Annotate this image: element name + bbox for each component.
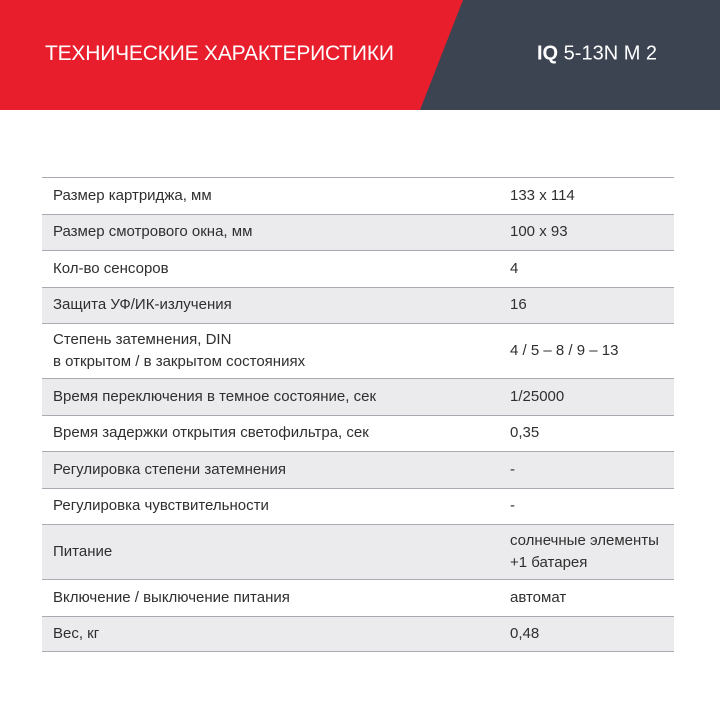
spec-table: Размер картриджа, мм 133 х 114 Размер см… [42, 177, 674, 652]
header-banner: ТЕХНИЧЕСКИЕ ХАРАКТЕРИСТИКИ IQ 5-13N M 2 [0, 0, 720, 110]
spec-label: Размер картриджа, мм [53, 186, 212, 204]
model-name: IQ 5-13N M 2 [537, 43, 657, 66]
spec-label: Включение / выключение питания [53, 588, 290, 606]
spec-label: Размер смотрового окна, мм [53, 223, 253, 241]
spec-value: 4 / 5 – 8 / 9 – 13 [510, 342, 619, 359]
spec-label: Время задержки открытия светофильтра, се… [53, 424, 369, 442]
spec-label: Регулировка степени затемнения [53, 460, 287, 478]
spec-row: Включение / выключение питания автомат [42, 579, 674, 616]
spec-row: Время переключения в темное состояние, с… [42, 378, 674, 415]
spec-value: 0,48 [510, 624, 540, 642]
spec-value: 133 х 114 [510, 186, 575, 204]
spec-value: 0,35 [510, 424, 540, 442]
spec-label: Регулировка чувствительности [53, 497, 269, 515]
model-name-number: 5-13N M 2 [558, 42, 658, 65]
spec-label: Защита УФ/ИК-излучения [53, 296, 232, 314]
spec-row: Время задержки открытия светофильтра, се… [42, 414, 674, 451]
spec-row: Защита УФ/ИК-излучения 16 [42, 286, 674, 323]
spec-row: Регулировка чувствительности - [42, 487, 674, 524]
spec-row: Степень затемнения, DIN в открытом / в з… [42, 323, 674, 378]
spec-value: - [510, 497, 515, 515]
spec-value: солнечные элементы +1 батарея [510, 532, 659, 571]
spec-value: 1/25000 [510, 387, 565, 405]
spec-value: автомат [510, 588, 567, 606]
page-title: ТЕХНИЧЕСКИЕ ХАРАКТЕРИСТИКИ [45, 42, 394, 66]
model-name-brand: IQ [537, 42, 559, 65]
spec-row: Вес, кг 0,48 [42, 615, 674, 652]
spec-label: Кол-во сенсоров [53, 259, 169, 277]
spec-row: Регулировка степени затемнения - [42, 451, 674, 488]
spec-row: Питание солнечные элементы +1 батарея [42, 524, 674, 579]
spec-row: Размер картриджа, мм 133 х 114 [42, 177, 674, 214]
spec-row: Кол-во сенсоров 4 [42, 250, 674, 287]
spec-value: - [510, 460, 515, 478]
spec-value: 100 х 93 [510, 223, 568, 241]
spec-label: Время переключения в темное состояние, с… [53, 387, 377, 405]
spec-value: 16 [510, 296, 527, 314]
spec-label: Питание [53, 543, 113, 560]
header-red-ribbon [0, 0, 463, 110]
spec-label: Степень затемнения, DIN в открытом / в з… [53, 331, 306, 370]
spec-value: 4 [510, 259, 519, 277]
spec-label: Вес, кг [53, 624, 100, 642]
spec-row: Размер смотрового окна, мм 100 х 93 [42, 213, 674, 250]
